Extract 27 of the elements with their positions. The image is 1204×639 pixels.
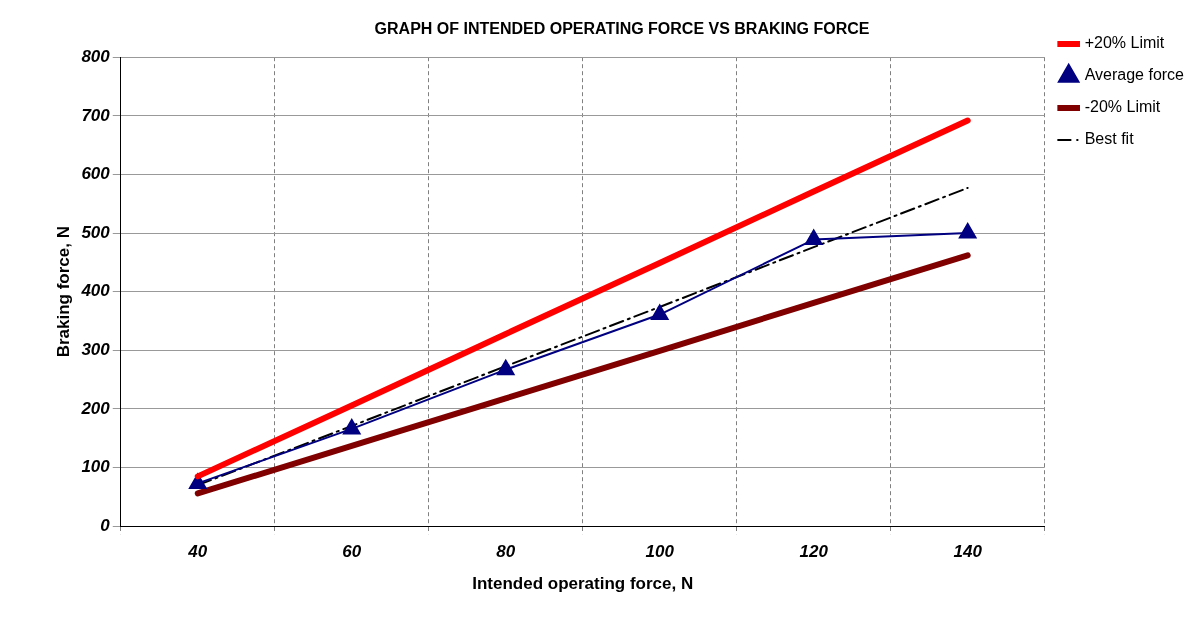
y-axis-title: Braking force, N xyxy=(53,226,73,358)
y-tick-label: 300 xyxy=(81,340,111,360)
y-tick-label: 100 xyxy=(81,457,111,477)
point xyxy=(342,418,361,435)
legend-label: +20% Limit xyxy=(1084,34,1165,52)
point xyxy=(804,229,823,246)
y-tick-label: 0 xyxy=(100,515,111,535)
x-tick-label: 140 xyxy=(953,542,983,562)
x-tick-label: 40 xyxy=(187,542,208,562)
x-tick-label: 60 xyxy=(342,542,362,562)
x-axis-title: Intended operating force, N xyxy=(472,574,694,594)
x-tick-label: 100 xyxy=(645,542,675,562)
y-tick-label: 400 xyxy=(80,281,111,301)
y-tick-label: 700 xyxy=(81,105,111,125)
y-tick-label: 800 xyxy=(81,46,111,66)
legend-label: Best fit xyxy=(1084,130,1135,148)
point xyxy=(650,304,669,321)
legend-label: -20% Limit xyxy=(1084,98,1161,116)
legend-label: Average force xyxy=(1084,66,1185,84)
y-tick-label: 600 xyxy=(81,164,111,184)
chart-title: GRAPH OF INTENDED OPERATING FORCE VS BRAKING FORCE xyxy=(374,20,870,38)
point xyxy=(496,359,515,376)
x-tick-label: 120 xyxy=(799,542,829,562)
y-tick-label: 200 xyxy=(80,398,111,418)
point xyxy=(958,223,977,239)
x-tick-label: 80 xyxy=(496,542,516,562)
y-tick-label: 500 xyxy=(81,222,111,242)
